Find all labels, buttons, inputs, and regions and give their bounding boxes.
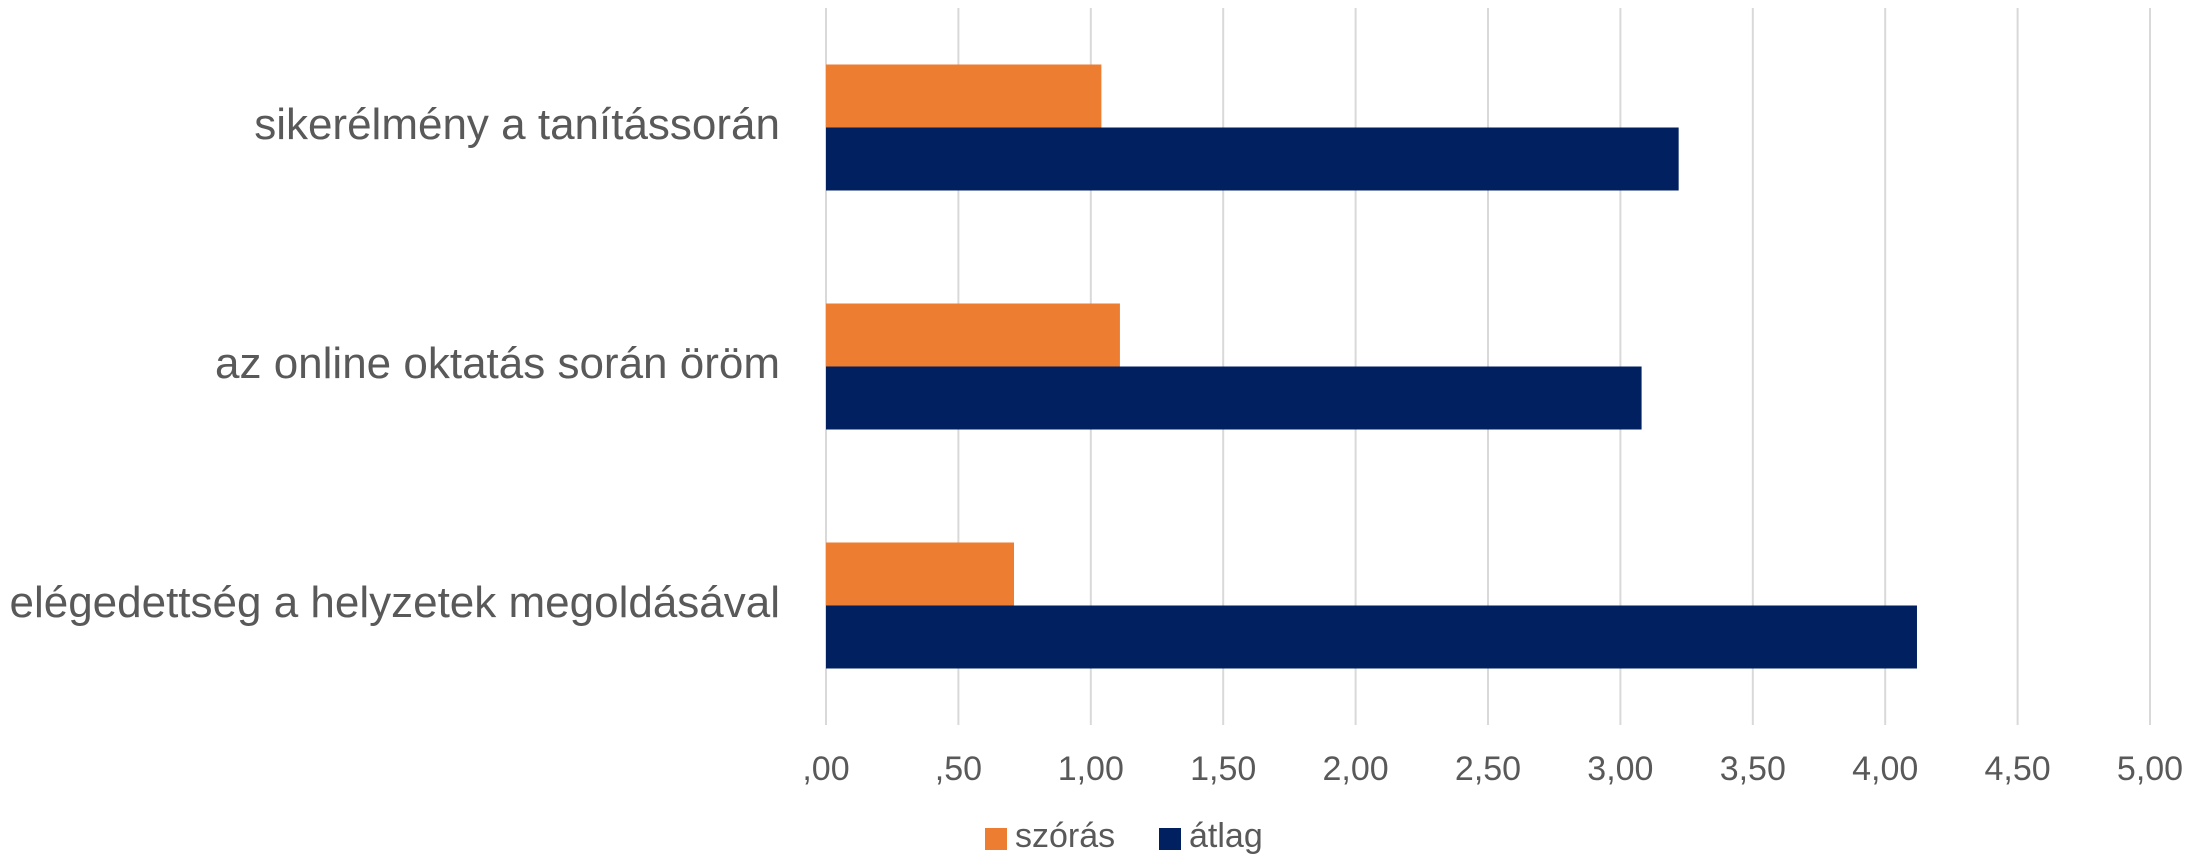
- legend-swatch-szoras: [985, 828, 1007, 850]
- x-tick-label: 3,00: [1587, 750, 1653, 788]
- legend-label-szoras: szórás: [1015, 817, 1115, 855]
- x-tick-label: 2,50: [1455, 750, 1521, 788]
- category-labels: sikerélmény a tanítássorán az online okta…: [9, 100, 780, 627]
- legend-swatch-atlag: [1159, 828, 1181, 850]
- x-tick-label: ,00: [802, 750, 849, 788]
- x-tick-label: ,50: [935, 750, 982, 788]
- x-tick-label: 4,50: [1985, 750, 2051, 788]
- bar-szoras: [826, 303, 1120, 367]
- x-tick-label: 4,00: [1852, 750, 1918, 788]
- bars: [826, 64, 1917, 669]
- bar-szoras: [826, 64, 1102, 128]
- x-tick-label: 3,50: [1720, 750, 1786, 788]
- x-tick-label: 2,00: [1323, 750, 1389, 788]
- legend: szórás átlag: [985, 817, 1263, 855]
- bar-szoras: [826, 542, 1015, 606]
- bar-atlag: [826, 366, 1642, 430]
- category-label: az online oktatás során öröm: [215, 339, 780, 388]
- x-tick-label: 1,00: [1058, 750, 1124, 788]
- category-label: sikerélmény a tanítássorán: [254, 100, 780, 149]
- bar-atlag: [826, 605, 1917, 669]
- x-tick-label: 5,00: [2117, 750, 2183, 788]
- category-label: elégedettség a helyzetek megoldásával: [9, 578, 780, 627]
- legend-label-atlag: átlag: [1189, 817, 1263, 855]
- bar-atlag: [826, 127, 1679, 191]
- x-tick-label: 1,50: [1190, 750, 1256, 788]
- x-axis-tick-labels: ,00 ,50 1,00 1,50 2,00 2,50 3,00 3,50 4,00 4,50 5,…: [802, 750, 2183, 788]
